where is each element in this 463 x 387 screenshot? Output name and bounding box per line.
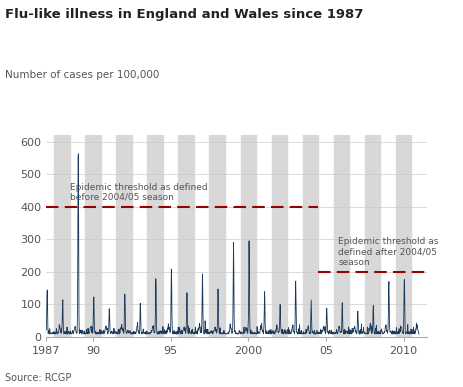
Text: Epidemic threshold as
defined after 2004/05
season: Epidemic threshold as defined after 2004…: [338, 237, 438, 267]
Bar: [333, 135, 349, 337]
Bar: [240, 135, 256, 337]
Text: Source: RCGP: Source: RCGP: [5, 373, 71, 383]
Bar: [364, 135, 380, 337]
Bar: [209, 135, 225, 337]
Text: Epidemic threshold as defined
before 2004/05 season: Epidemic threshold as defined before 200…: [69, 183, 207, 202]
Bar: [178, 135, 194, 337]
Bar: [271, 135, 287, 337]
Bar: [116, 135, 131, 337]
Bar: [54, 135, 69, 337]
Text: Number of cases per 100,000: Number of cases per 100,000: [5, 70, 159, 80]
Text: Flu-like illness in England and Wales since 1987: Flu-like illness in England and Wales si…: [5, 8, 362, 21]
Bar: [302, 135, 318, 337]
Bar: [395, 135, 411, 337]
Bar: [147, 135, 163, 337]
Bar: [85, 135, 100, 337]
